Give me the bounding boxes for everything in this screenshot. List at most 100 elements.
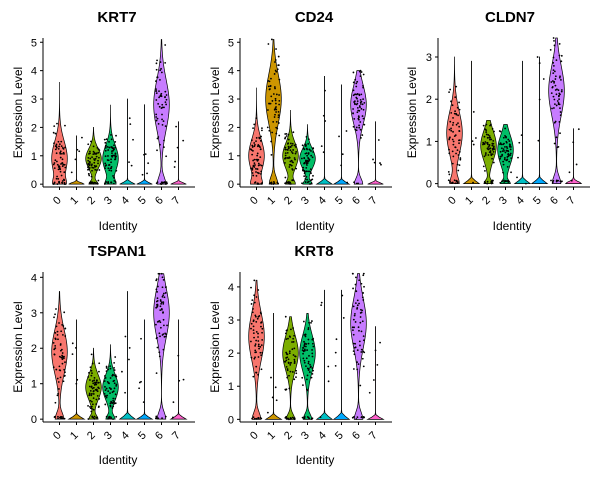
data-point: [345, 130, 348, 132]
data-point: [61, 417, 64, 420]
data-point: [287, 142, 290, 145]
violin-shape: [68, 135, 85, 185]
data-point: [295, 372, 298, 375]
data-point: [487, 134, 490, 136]
data-point: [491, 153, 494, 156]
data-point: [269, 85, 272, 88]
data-point: [63, 368, 66, 371]
data-point: [289, 145, 292, 148]
data-point: [484, 152, 487, 154]
data-point: [155, 300, 158, 303]
violin-cluster-6: [153, 272, 170, 420]
data-point: [286, 157, 289, 159]
data-point: [163, 324, 165, 327]
data-point: [352, 416, 355, 418]
data-point: [257, 343, 260, 346]
data-point: [453, 135, 456, 138]
data-point: [266, 126, 269, 129]
violin-cluster-7: [366, 326, 385, 420]
data-point: [107, 368, 110, 371]
data-point: [501, 150, 504, 153]
data-point: [490, 154, 493, 157]
data-point: [164, 125, 167, 128]
data-point: [110, 417, 112, 420]
data-point: [358, 340, 361, 343]
data-point: [97, 406, 100, 409]
data-point: [307, 142, 310, 145]
data-point: [64, 146, 66, 149]
data-point: [88, 168, 91, 171]
data-point: [278, 134, 281, 137]
data-point: [59, 170, 62, 173]
data-point: [308, 321, 310, 324]
data-point: [308, 170, 311, 173]
y-tick-label: 1: [31, 379, 37, 391]
data-point: [160, 301, 163, 304]
data-point: [295, 369, 298, 372]
violin-shape: [248, 279, 265, 420]
data-point: [259, 351, 262, 354]
data-point: [104, 389, 107, 391]
data-point: [355, 182, 358, 185]
data-point: [104, 149, 107, 152]
data-point: [165, 103, 168, 106]
y-tick-label: 5: [228, 37, 234, 49]
data-point: [98, 397, 101, 400]
data-point: [290, 328, 292, 331]
data-point: [287, 358, 290, 361]
data-point: [559, 75, 561, 78]
data-point: [90, 405, 93, 408]
panel-title: KRT7: [97, 9, 136, 26]
data-point: [283, 162, 286, 164]
data-point: [295, 151, 298, 153]
data-point: [257, 336, 259, 338]
x-tick-label: 2: [282, 429, 295, 442]
data-point: [499, 143, 501, 146]
data-point: [107, 159, 110, 162]
data-point: [161, 295, 164, 298]
data-point: [164, 96, 166, 99]
data-point: [341, 294, 344, 297]
data-point: [449, 120, 452, 123]
data-point: [311, 342, 314, 345]
data-point: [252, 319, 255, 322]
data-point: [155, 62, 158, 65]
x-tick-label: 6: [548, 194, 561, 207]
data-point: [356, 102, 359, 105]
data-point: [499, 155, 502, 158]
data-point: [575, 163, 578, 166]
data-point: [54, 148, 57, 151]
data-point: [520, 134, 523, 137]
data-point: [353, 181, 355, 184]
data-point: [163, 139, 165, 142]
data-point: [159, 69, 162, 72]
violin-shape: [299, 313, 316, 420]
data-point: [163, 106, 165, 109]
x-tick-label: 0: [248, 194, 261, 207]
data-point: [361, 296, 364, 299]
data-point: [105, 138, 108, 141]
data-point: [517, 156, 519, 159]
data-point: [490, 181, 493, 184]
data-point: [502, 160, 505, 163]
data-point: [505, 136, 507, 139]
violin-shape: [136, 104, 153, 185]
data-point: [54, 132, 57, 135]
data-point: [320, 145, 323, 148]
data-point: [308, 417, 311, 420]
data-point: [277, 110, 280, 113]
data-point: [288, 374, 290, 377]
data-point: [252, 329, 255, 331]
data-point: [114, 181, 117, 183]
data-point: [162, 318, 165, 321]
data-point: [93, 377, 96, 379]
data-point: [268, 129, 271, 132]
violin-cluster-0: [51, 291, 68, 420]
data-point: [160, 181, 163, 184]
data-point: [64, 166, 67, 169]
data-point: [104, 155, 107, 158]
data-point: [260, 183, 263, 185]
data-point: [267, 43, 270, 45]
data-point: [94, 168, 97, 171]
data-point: [114, 155, 117, 157]
